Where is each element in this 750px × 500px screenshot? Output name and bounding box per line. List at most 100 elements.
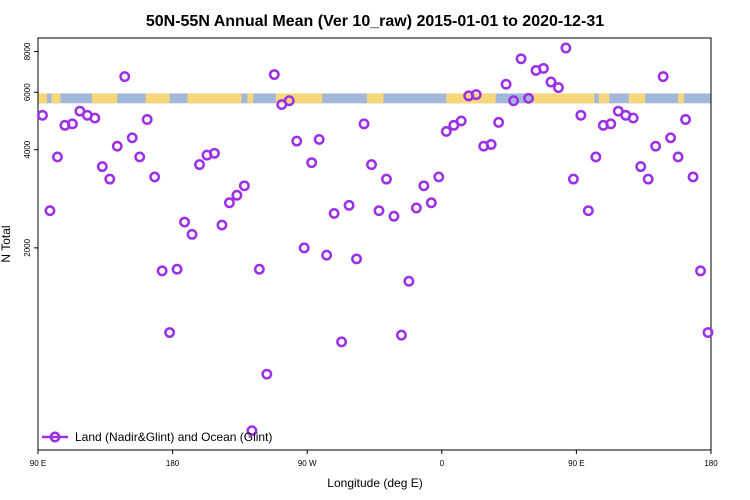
data-point <box>702 327 714 338</box>
data-point <box>44 205 56 217</box>
data-point <box>381 173 392 185</box>
data-point <box>605 118 617 130</box>
data-point <box>268 69 280 80</box>
data-point <box>141 114 153 125</box>
data-point <box>695 265 706 277</box>
land-segment <box>598 93 610 104</box>
data-point <box>672 151 684 163</box>
data-point <box>448 119 460 131</box>
data-point <box>582 205 594 217</box>
data-point <box>508 95 520 107</box>
data-point <box>283 95 295 107</box>
data-point <box>455 115 467 127</box>
x-axis-ticks: 90 E 180 90 W 0 90 E 180 <box>30 450 718 468</box>
data-point <box>627 112 639 124</box>
land-segment <box>367 93 384 104</box>
data-point <box>66 118 78 130</box>
y-tick-label: 4000 <box>23 140 32 158</box>
x-tick-label: 90 W <box>298 459 317 468</box>
data-point <box>395 329 407 341</box>
data-point <box>545 76 557 88</box>
data-point <box>246 425 258 437</box>
data-point <box>336 336 348 348</box>
data-point <box>328 207 340 219</box>
data-point <box>575 109 587 121</box>
data-point <box>635 161 647 173</box>
land-segment <box>678 93 685 104</box>
data-point <box>343 199 355 211</box>
data-point <box>433 171 445 183</box>
data-point <box>149 171 161 183</box>
data-point <box>134 151 146 163</box>
land-segment <box>531 93 595 104</box>
data-point <box>470 89 482 101</box>
land-segment <box>51 93 61 104</box>
plot-frame <box>37 37 712 451</box>
data-point <box>261 368 273 380</box>
data-point <box>425 197 437 209</box>
land-segment <box>628 93 646 104</box>
data-point <box>485 139 497 150</box>
x-tick-label: 90 E <box>30 459 46 468</box>
y-tick-label: 6000 <box>23 83 32 101</box>
data-point <box>500 78 512 90</box>
data-point <box>164 327 176 338</box>
x-tick-label: 0 <box>440 459 445 468</box>
data-point <box>298 242 310 254</box>
data-point <box>216 219 228 231</box>
data-point <box>238 180 250 192</box>
data-point <box>96 161 108 173</box>
land-segment <box>38 93 47 104</box>
data-point <box>194 159 205 171</box>
data-point <box>209 147 220 159</box>
data-point <box>126 132 138 144</box>
chart-title: 50N-55N Annual Mean (Ver 10_raw) 2015-01… <box>146 13 604 30</box>
data-point <box>523 92 534 104</box>
data-point <box>665 132 677 144</box>
data-point <box>440 125 452 137</box>
land-segment <box>91 93 118 104</box>
surface-strip <box>38 93 711 104</box>
data-point <box>179 216 191 228</box>
data-point <box>418 180 430 192</box>
data-point <box>590 151 602 163</box>
data-point <box>37 109 48 121</box>
legend-label: Land (Nadir&Glint) and Ocean (Glint) <box>75 430 272 444</box>
data-point <box>321 249 333 261</box>
data-point <box>403 275 415 287</box>
data-point <box>515 53 527 65</box>
data-point <box>680 114 692 125</box>
data-point <box>253 263 265 275</box>
y-axis-label: N Total <box>0 225 13 262</box>
data-point <box>111 140 123 152</box>
data-points <box>37 42 714 437</box>
data-point <box>410 202 422 214</box>
data-point <box>538 62 549 74</box>
y-tick-label: 2000 <box>23 238 32 256</box>
x-tick-label: 180 <box>704 459 718 468</box>
legend-marker <box>49 431 61 443</box>
land-segment <box>247 93 254 104</box>
land-segment <box>187 93 242 104</box>
x-tick-label: 90 E <box>568 459 584 468</box>
data-point <box>104 173 116 185</box>
data-point <box>687 171 699 183</box>
data-point <box>642 173 654 185</box>
y-axis-ticks: 2000 4000 6000 8000 <box>23 42 38 257</box>
data-point <box>650 140 662 152</box>
data-point <box>313 133 325 145</box>
legend: Land (Nadir&Glint) and Ocean (Glint) <box>42 430 272 444</box>
data-point <box>89 112 101 124</box>
land-segment <box>275 93 323 104</box>
data-point <box>156 265 168 277</box>
data-point <box>388 210 400 222</box>
data-point <box>366 159 377 171</box>
data-point <box>231 189 243 201</box>
data-point <box>567 173 579 185</box>
data-point <box>657 71 669 83</box>
data-point <box>171 263 183 275</box>
land-segment <box>145 93 170 104</box>
data-point <box>373 205 385 217</box>
x-axis-label: Longitude (deg E) <box>327 476 422 490</box>
